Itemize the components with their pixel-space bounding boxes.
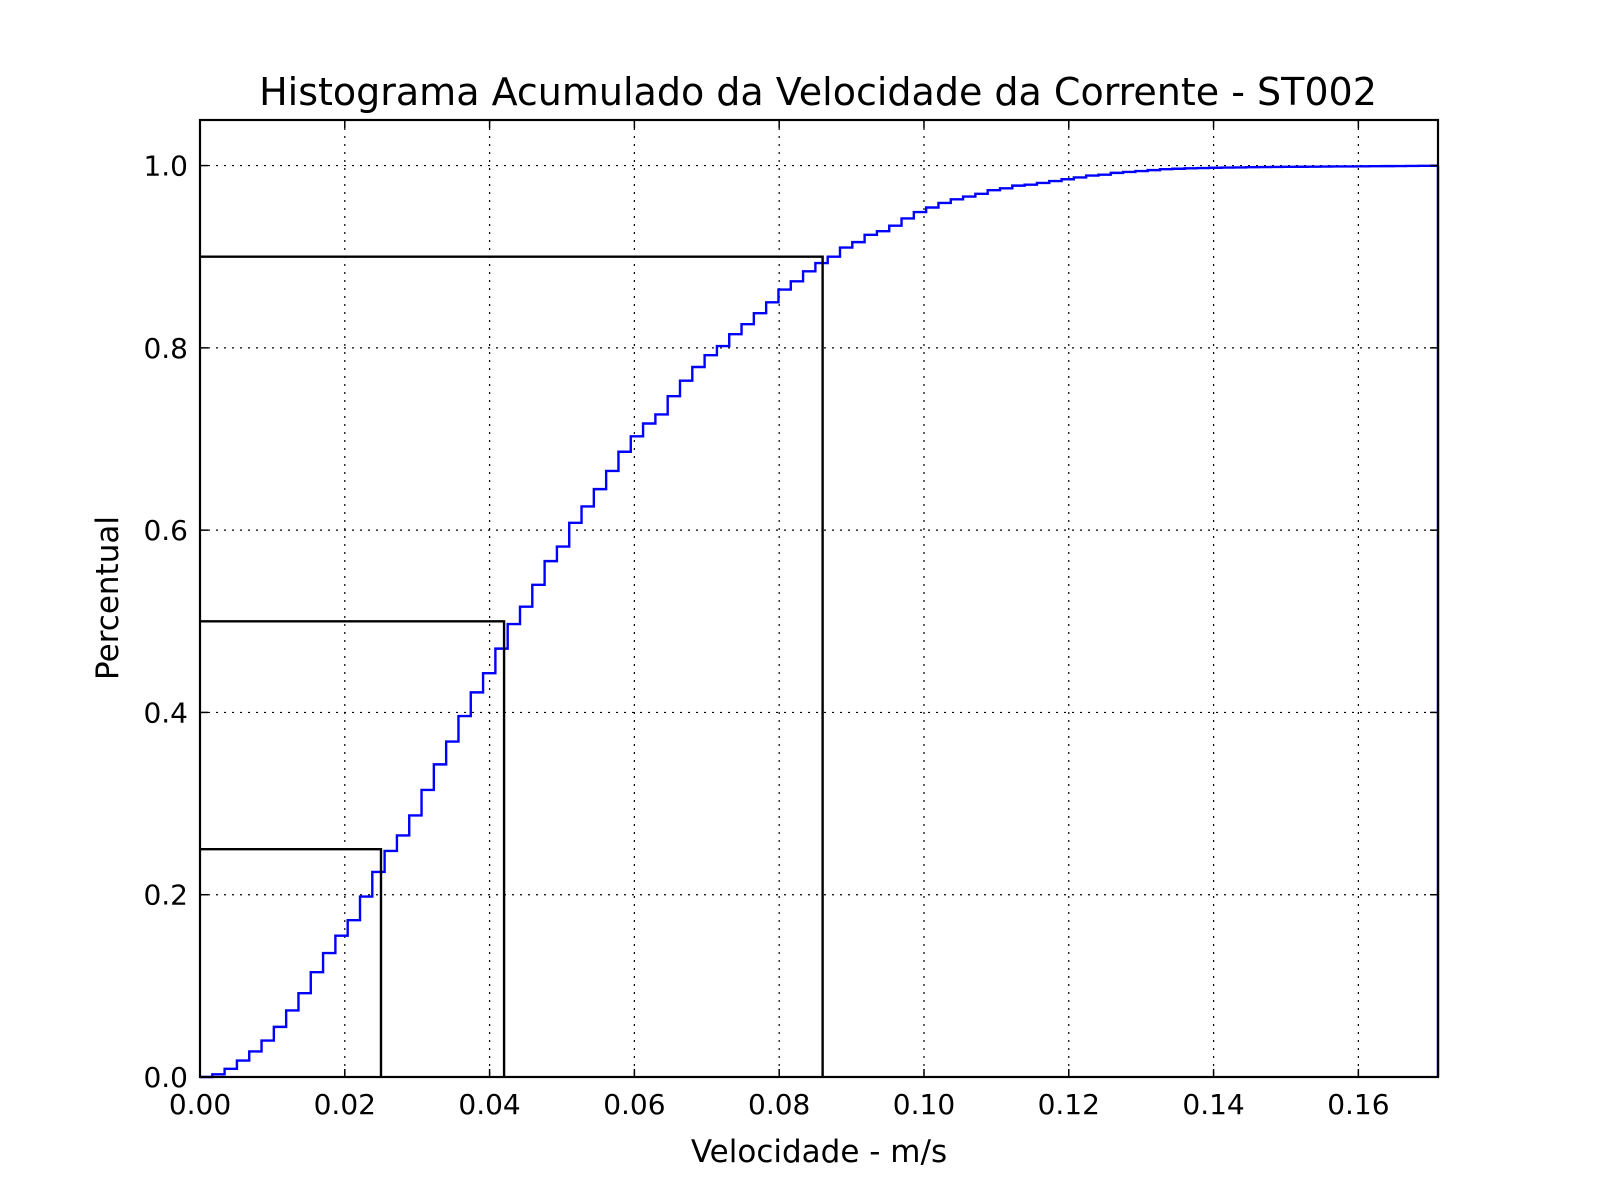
y-tick-label: 0.2 [143, 879, 188, 912]
x-tick-label: 0.10 [893, 1088, 955, 1121]
x-tick-label: 0.04 [458, 1088, 520, 1121]
y-tick-label: 0.6 [143, 514, 188, 547]
cumulative-step-line [200, 164, 1440, 1079]
x-axis-label: Velocidade - m/s [691, 1134, 947, 1170]
quantile-markers [200, 255, 824, 1077]
y-axis-label: Percentual [90, 516, 126, 680]
y-tick-label: 0.4 [143, 696, 188, 729]
plot-frame [198, 118, 1440, 1079]
quantile-marker-50 [200, 620, 506, 1077]
quantile-marker-90 [200, 255, 824, 1077]
x-tick-label: 0.16 [1327, 1088, 1389, 1121]
x-tick-label: 0.02 [314, 1088, 376, 1121]
x-tick-label: 0.00 [169, 1088, 231, 1121]
x-tick-label: 0.06 [603, 1088, 665, 1121]
x-tick-label: 0.12 [1038, 1088, 1100, 1121]
y-tick-label: 0.0 [143, 1061, 188, 1094]
x-tick-label: 0.08 [748, 1088, 810, 1121]
axis-ticks: 0.00 0.02 0.04 0.06 0.08 0.10 0.12 0.14 0.16 0.0 0… [143, 120, 1438, 1121]
x-tick-label: 0.14 [1182, 1088, 1244, 1121]
quantile-marker-25 [200, 847, 383, 1077]
data-series [200, 164, 1440, 1079]
chart-title: Histograma Acumulado da Velocidade da Co… [259, 70, 1377, 114]
y-tick-label: 0.8 [143, 332, 188, 365]
y-tick-label: 1.0 [143, 150, 188, 183]
